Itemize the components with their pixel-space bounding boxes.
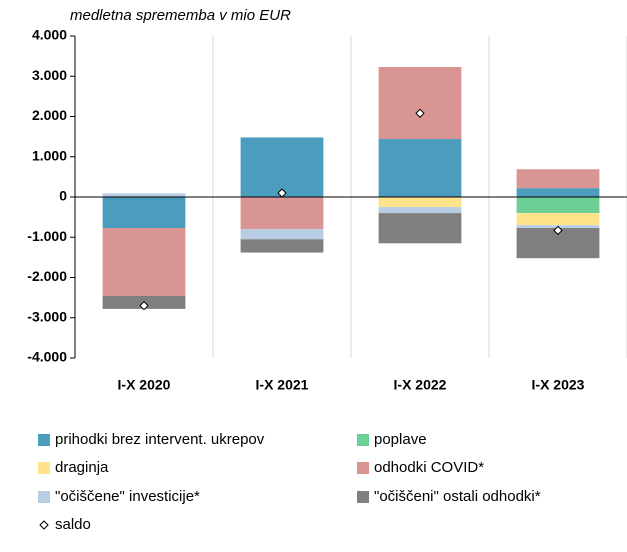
bar-segment (102, 227, 186, 297)
bar-segment (378, 213, 462, 244)
y-tick-label: -2.000 (27, 268, 67, 284)
bar-segment (516, 188, 600, 197)
y-tick-label: -4.000 (27, 349, 67, 365)
saldo-marker (139, 300, 149, 311)
bar-segment (378, 139, 462, 197)
bar-segment (102, 197, 186, 228)
bar-segment (240, 197, 324, 230)
bar-segment (240, 229, 324, 240)
y-tick-label: -3.000 (27, 308, 67, 324)
legend-label: "očiščeni" ostali odhodki* (374, 488, 541, 505)
legend-swatch (38, 434, 50, 446)
legend-marker (39, 520, 49, 530)
saldo-marker (277, 188, 287, 198)
bar-segment (516, 197, 600, 214)
saldo-marker (553, 225, 563, 236)
legend-label: poplave (374, 431, 427, 448)
legend-label: draginja (55, 459, 109, 476)
y-tick-label: 0 (59, 188, 67, 204)
legend-label: odhodki COVID* (374, 459, 484, 476)
legend-label: saldo (55, 516, 91, 533)
x-tick-label: I-X 2023 (532, 377, 585, 393)
chart-title: medletna sprememba v mio EUR (70, 7, 291, 24)
legend-swatch (38, 462, 50, 474)
x-tick-label: I-X 2022 (394, 377, 447, 393)
x-tick-label: I-X 2021 (256, 377, 309, 393)
bar-segment (102, 193, 186, 197)
legend-swatch (357, 434, 369, 446)
legend-swatch (38, 491, 50, 503)
bar-segment (378, 207, 462, 214)
legend-label: "očiščene" investicije* (55, 488, 200, 505)
y-tick-label: 4.000 (32, 27, 67, 43)
y-tick-label: 1.000 (32, 147, 67, 163)
bar-segment (516, 213, 600, 226)
saldo-marker (415, 108, 425, 118)
y-tick-label: 2.000 (32, 107, 67, 123)
bar-segment (378, 197, 462, 208)
y-tick-label: -1.000 (27, 228, 67, 244)
bar-segment (240, 137, 324, 197)
x-tick-label: I-X 2020 (118, 377, 171, 393)
bar-segment (516, 169, 600, 189)
legend-swatch (357, 491, 369, 503)
legend-label: prihodki brez intervent. ukrepov (55, 431, 265, 448)
bar-segment (378, 66, 462, 140)
bar-segment (240, 239, 324, 253)
legend-swatch (357, 462, 369, 474)
y-tick-label: 3.000 (32, 67, 67, 83)
